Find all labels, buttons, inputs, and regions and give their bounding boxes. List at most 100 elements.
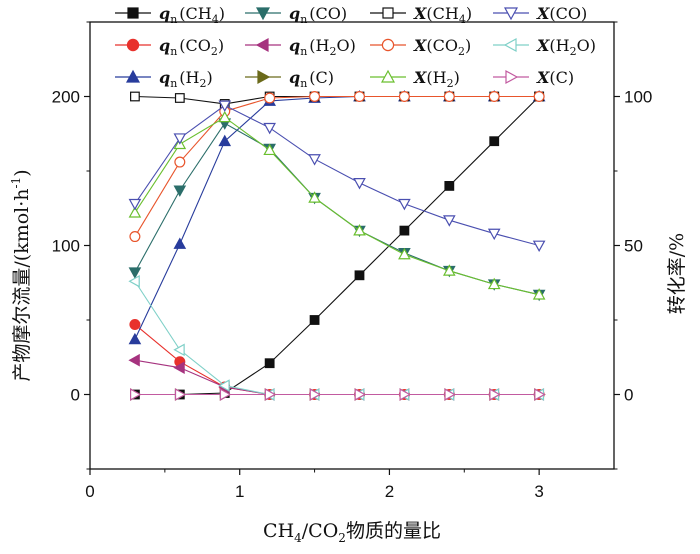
data-point-x-c [309,388,322,401]
data-point-x-co [173,133,187,145]
legend-entry-x-h2o: X(H2O) [493,36,596,58]
data-point-x-co2 [129,231,141,243]
legend-entry-x-co: X(CO) [493,4,587,23]
y-left-tick-label: 100 [52,237,80,256]
data-point-qn-ch4 [264,358,275,369]
data-point-x-co2 [398,90,410,102]
y-right-tick-label: 100 [624,88,652,107]
data-point-x-ch4 [174,93,185,103]
data-point-x-co2 [309,90,321,102]
series-line-qn-co2 [134,324,540,396]
axis-labels: CH4/CO2物质的量比 产物摩尔流量/(kmol·h-1) 转化率/% [9,169,688,545]
legend-marker [125,69,141,83]
data-point-x-co [308,154,321,166]
legend-entry-x-h2: X(H2) [370,68,460,90]
data-point-x-h2 [308,191,321,203]
x-tick-label: 2 [385,482,394,501]
series-line-qn-ch4 [134,96,540,396]
data-point-x-c [399,388,411,401]
series-line-qn-h2 [134,95,540,340]
data-point-x-co [487,228,501,241]
series-x-c [130,388,546,401]
data-point-x-h2 [353,224,366,236]
series-qn-h2o [128,353,545,401]
series-qn-ch4 [130,91,545,400]
data-point-x-h2 [442,264,456,276]
legend-entry-qn-h2: qn (H2) [115,68,213,90]
data-point-x-c [534,388,546,401]
legend-label: qn (H2O) [289,36,356,58]
legend-entry-x-c: X(C) [493,68,574,87]
data-point-qn-co [128,267,142,279]
legend-marker [503,37,517,53]
data-point-x-h2 [218,110,232,123]
legend-label: X(CO) [536,4,587,23]
x-tick-label: 1 [235,482,244,501]
series-line-qn-h2o [134,359,540,396]
x-tick-label: 0 [85,482,94,501]
data-point-x-ch4 [130,91,140,102]
legend-marker [255,37,269,53]
data-point-qn-h2o [173,361,185,374]
data-point-x-h2 [398,247,411,260]
legend-marker [127,7,139,19]
data-point-x-h2 [128,206,142,218]
data-point-x-co2 [488,90,500,102]
data-point-x-co [128,198,142,211]
data-point-x-h2 [263,143,276,156]
legend-label: X(C) [536,68,574,87]
legend: qn (CH4) qn (CO) X(CH4) X(CO) qn (CO2) qn (H2O) X(… [115,4,596,90]
legend-entry-qn-co2: qn (CO2) [115,36,224,58]
data-point-x-c [489,388,501,401]
legend-marker [380,69,396,83]
legend-entry-x-co2: X(CO2) [370,36,471,58]
series-line-x-h2 [134,116,540,296]
legend-label: X(CO2) [413,36,471,58]
y-right-axis-label: 转化率/% [666,233,688,314]
legend-marker [505,69,519,85]
legend-label: X(H2) [413,68,460,90]
data-point-qn-co [173,185,187,197]
series-qn-co [128,118,546,302]
legend-label: qn (CO) [289,4,347,26]
data-point-x-h2o [218,379,230,392]
legend-marker [255,7,271,21]
series-line-x-co2 [134,95,540,237]
data-point-x-co [442,215,456,227]
data-point-x-c [354,388,367,401]
data-point-x-h2 [487,277,501,290]
legend-label: qn (C) [289,68,334,90]
data-point-x-co2 [443,90,455,102]
y-right-tick-label: 0 [624,386,633,405]
legend-marker [257,69,271,85]
legend-entry-x-ch4: X(CH4) [370,4,472,26]
data-point-qn-h2o [128,353,140,367]
data-point-x-co2 [353,90,365,102]
legend-label: qn (H2) [159,68,213,90]
x-tick-label: 3 [534,482,543,501]
data-point-x-co2 [264,92,276,104]
legend-label: qn (CO2) [159,36,224,58]
data-point-qn-ch4 [489,136,500,147]
data-point-x-h2o [173,343,185,357]
data-point-x-c [130,388,142,401]
data-point-qn-ch4 [399,225,410,236]
series-line-x-co [134,104,540,247]
legend-label: qn (CH4) [159,4,225,26]
legend-marker [382,7,394,19]
legend-entry-qn-h2o: qn (H2O) [245,36,356,58]
data-point-x-c [444,388,456,401]
legend-marker [126,38,140,52]
y-left-tick-label: 200 [52,88,80,107]
data-point-x-c [219,388,232,401]
series-group [128,89,546,401]
series-x-co2 [129,90,545,243]
data-point-x-co [353,178,366,190]
y-left-tick-label: 0 [71,386,80,405]
y-left-axis-label: 产物摩尔流量/(kmol·h-1) [9,169,33,381]
legend-entry-qn-c: qn (C) [245,68,334,90]
data-point-x-co [398,198,411,211]
data-point-x-co2 [533,90,545,102]
